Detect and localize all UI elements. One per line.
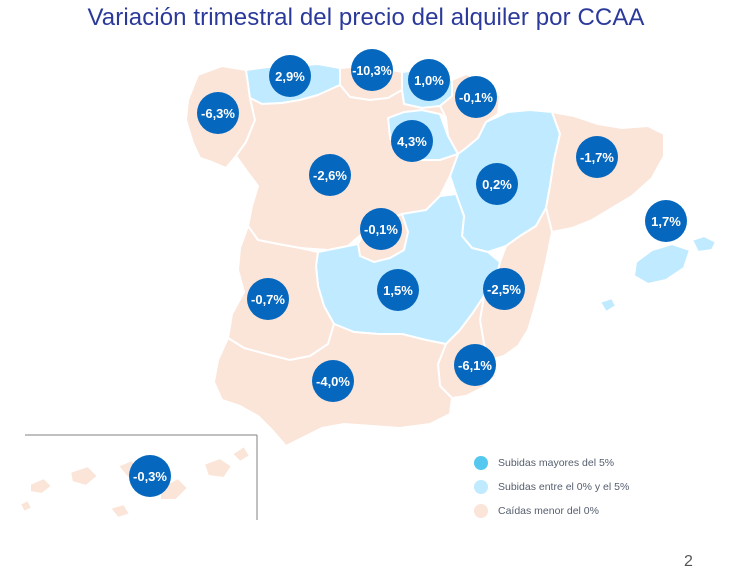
value-marker-castilla-leon: -2,6% — [309, 154, 351, 196]
legend-item-rise-0-5: Subidas entre el 0% y el 5% — [474, 475, 674, 499]
value-marker-canarias: -0,3% — [129, 455, 171, 497]
marker-value-label: -0,7% — [251, 292, 285, 307]
marker-circle — [476, 163, 518, 205]
marker-value-label: 2,9% — [275, 69, 305, 84]
value-marker-comunidad-valenciana: -2,5% — [483, 268, 525, 310]
marker-circle — [576, 136, 618, 178]
marker-circle — [129, 455, 171, 497]
value-marker-madrid: -0,1% — [360, 208, 402, 250]
legend-label: Caídas menor del 0% — [498, 505, 599, 517]
marker-circle — [269, 55, 311, 97]
marker-circle — [360, 208, 402, 250]
value-marker-extremadura: -0,7% — [247, 278, 289, 320]
marker-value-label: -6,3% — [201, 106, 235, 121]
marker-value-label: 1,5% — [383, 283, 413, 298]
marker-value-label: -2,5% — [487, 282, 521, 297]
marker-circle — [377, 269, 419, 311]
value-marker-aragon: 0,2% — [476, 163, 518, 205]
value-marker-la-rioja: 4,3% — [391, 120, 433, 162]
marker-value-label: -0,1% — [459, 90, 493, 105]
value-marker-baleares: 1,7% — [645, 200, 687, 242]
marker-circle — [454, 344, 496, 386]
region-baleares — [599, 235, 717, 313]
marker-circle — [455, 76, 497, 118]
marker-circle — [391, 120, 433, 162]
marker-value-label: 0,2% — [482, 177, 512, 192]
value-marker-navarra: -0,1% — [455, 76, 497, 118]
value-marker-asturias: 2,9% — [269, 55, 311, 97]
map-title: Variación trimestral del precio del alqu… — [87, 4, 645, 31]
marker-circle — [483, 268, 525, 310]
marker-value-label: -6,1% — [458, 358, 492, 373]
marker-value-label: -2,6% — [313, 168, 347, 183]
value-marker-galicia: -6,3% — [197, 92, 239, 134]
marker-value-label: -0,1% — [364, 222, 398, 237]
marker-value-label: 4,3% — [397, 134, 427, 149]
page-number: 2 — [684, 553, 693, 570]
legend-swatch-fall — [474, 504, 488, 518]
marker-value-label: 1,7% — [651, 214, 681, 229]
marker-circle — [645, 200, 687, 242]
marker-circle — [309, 154, 351, 196]
marker-value-label: -1,7% — [580, 150, 614, 165]
marker-circle — [312, 360, 354, 402]
legend-item-fall: Caídas menor del 0% — [474, 499, 674, 523]
marker-circle — [247, 278, 289, 320]
legend-swatch-rise-over-5 — [474, 456, 488, 470]
value-marker-andalucia: -4,0% — [312, 360, 354, 402]
value-marker-cataluna: -1,7% — [576, 136, 618, 178]
marker-circle — [351, 49, 393, 91]
value-marker-pais-vasco: 1,0% — [408, 59, 450, 101]
value-marker-cantabria: -10,3% — [351, 49, 393, 91]
marker-circle — [197, 92, 239, 134]
legend: Subidas mayores del 5% Subidas entre el … — [474, 451, 674, 523]
marker-value-label: -4,0% — [316, 374, 350, 389]
legend-label: Subidas mayores del 5% — [498, 457, 615, 469]
legend-item-rise-over-5: Subidas mayores del 5% — [474, 451, 674, 475]
marker-value-label: 1,0% — [414, 73, 444, 88]
marker-circle — [408, 59, 450, 101]
legend-label: Subidas entre el 0% y el 5% — [498, 481, 630, 493]
marker-value-label: -0,3% — [133, 469, 167, 484]
legend-swatch-rise-0-5 — [474, 480, 488, 494]
value-marker-murcia: -6,1% — [454, 344, 496, 386]
value-marker-castilla-la-mancha: 1,5% — [377, 269, 419, 311]
marker-value-label: -10,3% — [352, 64, 392, 78]
